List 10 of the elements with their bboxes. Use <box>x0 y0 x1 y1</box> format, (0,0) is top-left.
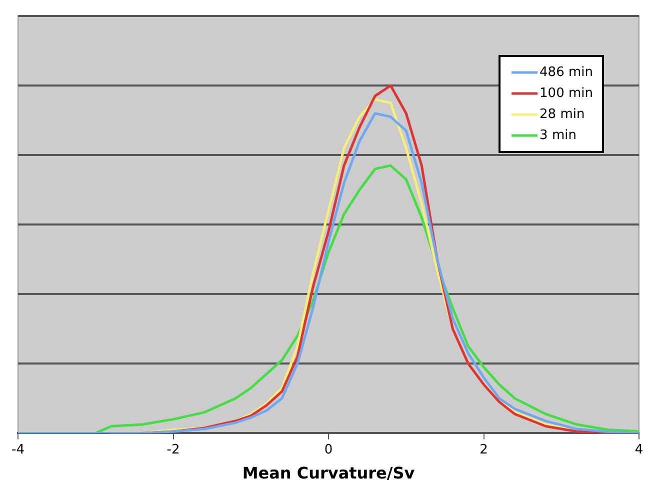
x-tick-label: -2 <box>166 442 180 458</box>
x-tick-label: -4 <box>12 442 24 458</box>
legend-label: 3 min <box>540 128 576 143</box>
x-axis-title: Mean Curvature/Sv <box>242 464 416 483</box>
legend-label: 100 min <box>540 86 594 101</box>
legend-label: 486 min <box>540 64 594 80</box>
legend-label: 28 min <box>540 106 585 122</box>
x-tick-label: 4 <box>634 442 644 458</box>
x-tick-label: 0 <box>324 442 333 458</box>
x-tick-label: 2 <box>480 442 488 458</box>
